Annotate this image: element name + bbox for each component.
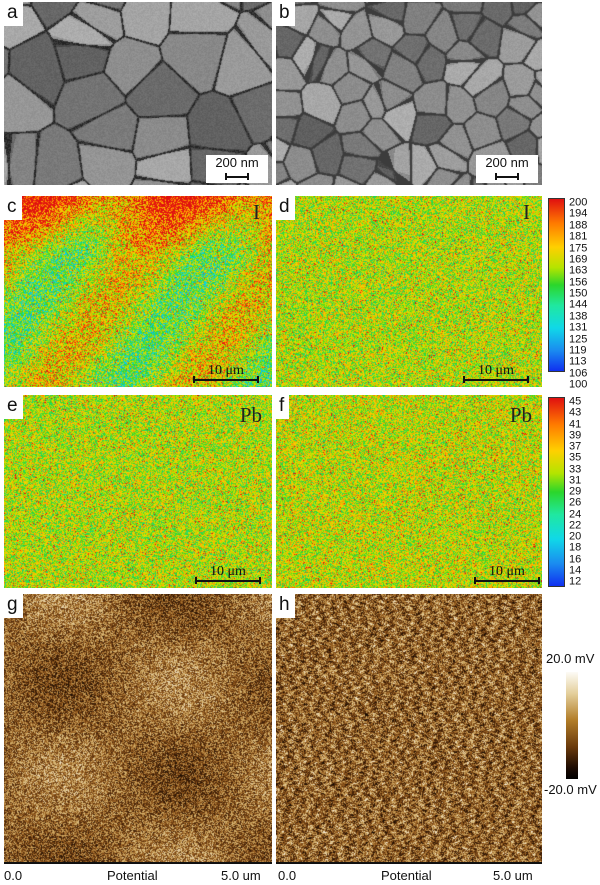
iodine-colorbar-tick-5: 169 [569, 253, 588, 266]
sem-micrograph-b [276, 2, 542, 185]
iodine-map-d [276, 196, 542, 387]
iodine-colorbar-tick-12: 125 [569, 333, 588, 345]
lead-colorbar-tick-9: 26 [569, 496, 582, 509]
lead-colorbar-ticks: 45 43 41 39 37 35 33 31 29 26 24 22 20 18 16 14 12 [569, 0, 600, 885]
iodine-colorbar-tick-11: 131 [569, 321, 588, 334]
iodine-map-panel-d: d I 10 μm [276, 196, 542, 387]
x-axis-title-g: Potential [107, 868, 158, 883]
lead-colorbar [548, 397, 565, 587]
potential-map-panel-h: h [276, 594, 542, 862]
lead-colorbar-tick-13: 18 [569, 541, 582, 554]
lead-map-panel-f: f Pb 10 μm [276, 395, 542, 588]
scale-bar-text-f: 10 μm [489, 564, 525, 579]
iodine-colorbar-tick-1: 194 [569, 207, 588, 220]
lead-colorbar-tick-2: 41 [569, 418, 582, 430]
scale-bar-line-a [225, 173, 249, 180]
element-label-d: I [523, 200, 530, 224]
panel-label-b: b [276, 2, 295, 26]
panel-label-e: e [4, 395, 23, 419]
scale-bar-line-c [193, 376, 259, 383]
lead-colorbar-tick-15: 14 [569, 564, 582, 577]
sem-image-panel-a: a 200 nm [4, 2, 272, 185]
lead-colorbar-tick-6: 33 [569, 463, 582, 475]
lead-colorbar-tick-14: 16 [569, 553, 582, 565]
iodine-colorbar [548, 198, 565, 372]
iodine-colorbar-tick-0: 200 [569, 196, 588, 209]
scale-bar-text-b: 200 nm [485, 155, 529, 170]
iodine-colorbar-tick-14: 113 [569, 355, 587, 368]
lead-colorbar-tick-7: 31 [569, 474, 582, 487]
iodine-map-c [4, 196, 272, 387]
x-axis-end-g: 5.0 um [221, 868, 261, 883]
element-label-f: Pb [509, 403, 532, 427]
panel-label-a: a [4, 2, 23, 26]
x-axis-line-g [4, 862, 272, 864]
element-label-c: I [253, 200, 260, 224]
lead-colorbar-tick-16: 12 [569, 575, 582, 588]
iodine-colorbar-tick-9: 144 [569, 298, 588, 311]
panel-label-c: c [4, 196, 22, 220]
lead-colorbar-tick-10: 24 [569, 508, 582, 520]
lead-colorbar-tick-12: 20 [569, 530, 582, 543]
scale-bar-text-a: 200 nm [215, 155, 259, 170]
iodine-colorbar-tick-2: 188 [569, 219, 588, 232]
scale-bar-text-e: 10 μm [210, 564, 246, 579]
scale-bar-a: 200 nm [206, 155, 268, 183]
x-axis-line-h [276, 862, 542, 864]
scale-bar-line-b [495, 173, 519, 180]
lead-colorbar-tick-11: 22 [569, 519, 582, 532]
scale-bar-b: 200 nm [476, 155, 538, 183]
sem-micrograph-a [4, 2, 272, 185]
element-label-e: Pb [239, 403, 262, 427]
panel-label-f: f [276, 395, 290, 419]
x-axis-title-h: Potential [381, 868, 432, 883]
iodine-colorbar-tick-6: 163 [569, 264, 588, 277]
potential-map-panel-g: g [4, 594, 272, 862]
scale-bar-text-d: 10 μm [478, 363, 514, 378]
potential-map-g [4, 594, 272, 862]
iodine-map-panel-c: c I 10 μm [4, 196, 272, 387]
lead-colorbar-tick-0: 45 [569, 395, 582, 408]
lead-colorbar-tick-1: 43 [569, 406, 582, 419]
iodine-colorbar-ticks: 200 194 188 181 175 169 163 156 150 144 138 131 125 1… [569, 0, 600, 885]
x-axis-start-g: 0.0 [4, 868, 23, 883]
scale-bar-line-d [463, 376, 529, 383]
iodine-colorbar-tick-7: 156 [569, 276, 588, 289]
lead-colorbar-tick-3: 39 [569, 429, 582, 442]
x-axis-end-h: 5.0 um [493, 868, 533, 883]
iodine-colorbar-tick-13: 119 [569, 344, 587, 357]
iodine-colorbar-tick-4: 175 [569, 242, 588, 254]
potential-map-h [276, 594, 542, 862]
sem-image-panel-b: b 200 nm [276, 2, 542, 185]
lead-map-f [276, 395, 542, 588]
iodine-colorbar-tick-16: 100 [569, 378, 588, 391]
lead-colorbar-tick-4: 37 [569, 440, 582, 453]
scale-bar-line-f [474, 577, 540, 584]
scale-bar-e: 10 μm [195, 564, 261, 585]
lead-colorbar-tick-8: 29 [569, 485, 582, 498]
scale-bar-c: 10 μm [193, 363, 259, 384]
scale-bar-line-e [195, 577, 261, 584]
panel-label-d: d [276, 196, 295, 220]
lead-map-panel-e: e Pb 10 μm [4, 395, 272, 588]
scale-bar-f: 10 μm [474, 564, 540, 585]
x-axis-start-h: 0.0 [278, 868, 297, 883]
panel-label-g: g [4, 594, 23, 618]
lead-colorbar-tick-5: 35 [569, 451, 582, 464]
iodine-colorbar-tick-3: 181 [569, 230, 588, 243]
scale-bar-text-c: 10 μm [208, 363, 244, 378]
afm-colorbar [566, 672, 578, 779]
panel-label-h: h [276, 594, 295, 618]
afm-colorbar-max-label: 20.0 mV [546, 651, 595, 666]
scale-bar-d: 10 μm [463, 363, 529, 384]
iodine-colorbar-tick-10: 138 [569, 310, 588, 323]
iodine-colorbar-tick-8: 150 [569, 287, 588, 300]
afm-colorbar-min-label: -20.0 mV [544, 782, 597, 797]
iodine-colorbar-tick-15: 106 [569, 367, 588, 380]
lead-map-e [4, 395, 272, 588]
